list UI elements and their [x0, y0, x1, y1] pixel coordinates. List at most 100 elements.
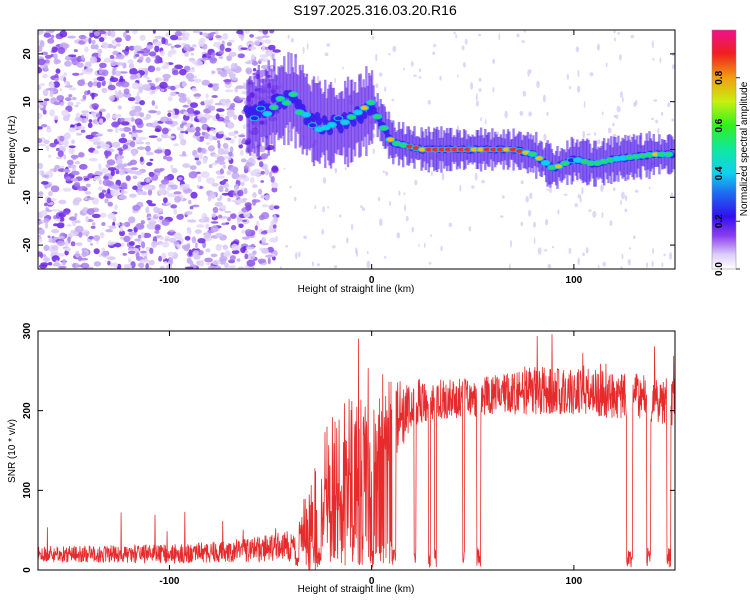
spectrogram-noise-streak	[619, 91, 623, 99]
spectrogram-noise-blob	[114, 242, 122, 248]
spectrogram-noise-blob	[200, 259, 205, 267]
spectrogram-noise-blob	[49, 109, 55, 117]
spectrogram-noise-blob	[165, 190, 170, 195]
spectrogram-noise-blob	[258, 58, 264, 62]
spectrogram-noise-blob	[91, 213, 101, 219]
spectrogram-noise-blob	[218, 50, 225, 55]
spectrogram-noise-blob	[56, 59, 61, 64]
spectrogram-noise-streak	[529, 192, 533, 200]
spectrogram-noise-blob	[264, 168, 270, 176]
spectrogram-noise-blob	[95, 113, 101, 118]
spectrogram-noise-blob	[43, 139, 50, 145]
spectrogram-noise-blob	[128, 62, 134, 69]
spectrogram-noise-blob	[138, 136, 147, 140]
spectrogram-noise-blob	[269, 30, 275, 34]
spectrogram-noise-blob	[134, 139, 143, 143]
spectrogram-noise-blob	[215, 35, 222, 39]
spectrogram-noise-blob	[99, 232, 105, 239]
spectrogram-noise-blob	[63, 247, 71, 251]
spectrogram-noise-streak	[659, 57, 662, 64]
spectrogram-noise-blob	[182, 122, 187, 125]
spectrogram-noise-blob	[154, 226, 161, 231]
spectrogram-noise-blob	[233, 135, 237, 139]
spectrogram-noise-blob	[175, 31, 182, 37]
spectrogram-noise-blob	[154, 104, 159, 110]
spectrogram-noise-blob	[145, 263, 149, 269]
spectrogram-noise-blob	[127, 258, 132, 263]
ridge-core-blob	[322, 125, 330, 130]
spectrogram-noise-streak	[533, 221, 536, 228]
spectrogram-noise-blob	[51, 46, 58, 53]
spectrogram-noise-blob	[91, 93, 95, 100]
spectrogram-noise-streak	[657, 127, 660, 135]
spectrogram-noise-blob	[73, 49, 78, 53]
spectrogram-noise-streak	[455, 34, 458, 39]
spectrogram-noise-blob	[59, 88, 63, 92]
spectrogram-noise-streak	[333, 265, 338, 269]
spectrogram-noise-blob	[172, 70, 179, 76]
spectrogram-noise-streak	[613, 114, 617, 118]
ridge-core-blob	[380, 126, 388, 130]
spectrogram-noise-blob	[146, 162, 153, 166]
spectrogram-noise-blob	[78, 35, 87, 40]
spectrogram-noise-blob	[224, 47, 232, 53]
spectrogram-noise-blob	[47, 191, 53, 197]
spectrogram-noise-blob	[214, 102, 223, 106]
spectrogram-noise-blob	[226, 121, 235, 129]
spectrogram-noise-streak	[441, 172, 445, 181]
spectrogram-noise-blob	[251, 199, 261, 203]
spectrogram-noise-blob	[191, 87, 198, 92]
spectrogram-noise-blob	[38, 162, 44, 170]
spectrogram-noise-blob	[123, 235, 131, 243]
spectrogram-noise-blob	[132, 185, 139, 191]
spectrogram-noise-blob	[261, 247, 269, 254]
spectrogram-noise-blob	[44, 222, 49, 229]
spectrogram-noise-blob	[151, 240, 158, 248]
spectrogram-noise-blob	[218, 161, 226, 165]
spectrogram-noise-streak	[574, 203, 578, 208]
spectrogram-noise-blob	[57, 253, 66, 257]
spectrogram-noise-blob	[89, 139, 99, 143]
spectrogram-noise-blob	[70, 241, 76, 247]
spectrogram-noise-streak	[633, 235, 636, 240]
spectrogram-noise-streak	[669, 252, 673, 260]
spectrogram-noise-blob	[105, 153, 109, 159]
spectrogram-noise-blob	[261, 35, 271, 38]
spectrogram-noise-blob	[98, 37, 105, 43]
spectrogram-noise-streak	[648, 186, 651, 190]
spectrogram-noise-blob	[154, 230, 160, 234]
spectrogram-noise-streak	[596, 139, 601, 145]
spectrogram-noise-streak	[448, 222, 453, 228]
spectrogram-noise-blob	[180, 123, 184, 128]
spectrogram-noise-blob	[258, 188, 263, 195]
spectrogram-noise-blob	[76, 126, 82, 130]
spectrogram-noise-blob	[42, 89, 49, 97]
spectrogram-noise-blob	[89, 32, 94, 38]
spectrogram-noise-blob	[104, 198, 109, 204]
spectrogram-noise-blob	[114, 204, 118, 210]
spectrogram-noise-blob	[84, 46, 89, 53]
spectrogram-noise-blob	[129, 110, 137, 117]
spectrogram-noise-blob	[109, 77, 119, 83]
spectrogram-noise-blob	[81, 251, 88, 258]
spectrogram-noise-blob	[84, 61, 92, 68]
spectrogram-noise-blob	[180, 138, 187, 146]
spectrogram-noise-blob	[38, 104, 43, 109]
spectrogram-noise-blob	[207, 265, 216, 269]
spectrogram-noise-blob	[200, 171, 210, 179]
colorbar-tick-label: 0.0	[714, 262, 725, 276]
spectrogram-noise-blob	[235, 85, 244, 89]
spectrogram-noise-blob	[226, 170, 232, 175]
spectrogram-noise-blob	[252, 168, 261, 173]
spectrogram-noise-blob	[272, 255, 276, 261]
spectrogram-noise-blob	[118, 195, 128, 200]
spectrogram-noise-streak	[569, 86, 572, 90]
spectrogram-noise-blob	[159, 81, 168, 89]
spectrogram-noise-streak	[321, 228, 325, 235]
spectrogram-noise-blob	[96, 76, 105, 82]
spectrogram-noise-streak	[543, 249, 548, 252]
spectrogram-noise-blob	[164, 149, 168, 156]
spectrogram-noise-blob	[158, 255, 163, 262]
spectrogram-noise-blob	[136, 190, 143, 196]
spectrogram-noise-blob	[260, 195, 266, 199]
